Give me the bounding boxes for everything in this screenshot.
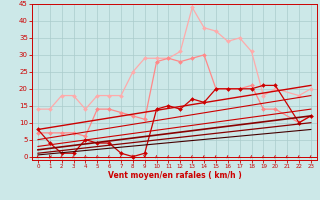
X-axis label: Vent moyen/en rafales ( km/h ): Vent moyen/en rafales ( km/h ) bbox=[108, 171, 241, 180]
